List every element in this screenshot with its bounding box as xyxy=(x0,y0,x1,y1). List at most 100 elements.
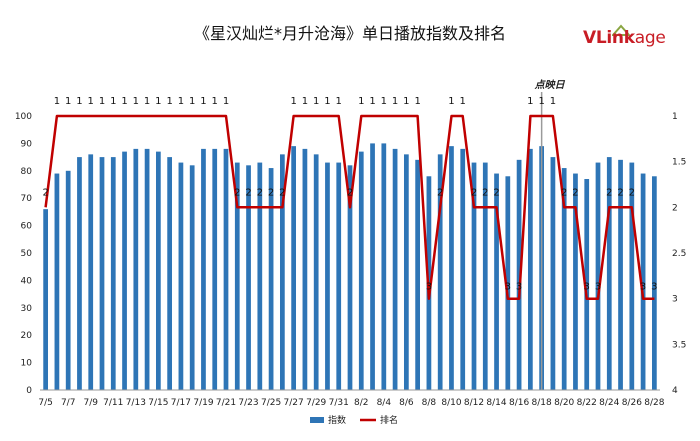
rank-label-8/27: 3 xyxy=(640,282,646,293)
rank-label-7/26: 2 xyxy=(279,187,285,198)
left-tick-label: 40 xyxy=(21,276,33,286)
left-y-axis: 0 10 20 30 40 50 60 70 80 90 100 xyxy=(15,112,32,396)
bar-8/26 xyxy=(629,162,635,390)
rank-label-8/24: 2 xyxy=(606,187,612,198)
bar-7/15 xyxy=(155,151,161,390)
left-tick-label: 0 xyxy=(26,386,32,396)
bar-7/25 xyxy=(268,168,274,390)
rank-label-8/4: 1 xyxy=(381,96,387,107)
bar-7/6 xyxy=(54,173,60,390)
bar-8/10 xyxy=(449,146,454,390)
rank-label-7/13: 1 xyxy=(133,96,139,107)
bar-7/10 xyxy=(99,157,105,390)
bar-7/18 xyxy=(189,165,195,390)
rank-label-7/21: 1 xyxy=(223,96,229,107)
rank-label-7/8: 1 xyxy=(76,96,82,107)
chart-title: 《星汉灿烂*月升沧海》单日播放指数及排名 xyxy=(193,24,506,43)
rank-label-7/31: 1 xyxy=(336,96,342,107)
bar-7/27 xyxy=(291,146,297,390)
rank-label-7/30: 1 xyxy=(324,96,330,107)
left-tick-label: 30 xyxy=(21,304,33,314)
bar-7/13 xyxy=(133,148,139,390)
left-tick-label: 70 xyxy=(21,194,33,204)
rank-label-7/11: 1 xyxy=(110,96,116,107)
premiere-annotation: 点映日 xyxy=(534,79,566,390)
bar-7/5 xyxy=(43,209,49,390)
rank-label-7/19: 1 xyxy=(200,96,206,107)
x-tick-label: 8/8 xyxy=(422,398,437,408)
bar-7/23 xyxy=(246,165,251,390)
left-tick-label: 50 xyxy=(21,249,33,259)
bar-8/2 xyxy=(358,151,364,390)
rank-label-8/22: 3 xyxy=(584,282,590,293)
rank-label-7/22: 2 xyxy=(234,187,240,198)
logo-text-age: age xyxy=(634,28,666,48)
annotation-label: 点映日 xyxy=(534,79,566,91)
bar-8/4 xyxy=(381,143,387,390)
x-tick-label: 7/11 xyxy=(103,398,123,408)
rank-label-7/14: 1 xyxy=(144,96,150,107)
bar-8/22 xyxy=(584,179,590,390)
x-tick-label: 7/15 xyxy=(148,398,168,408)
x-tick-label: 8/2 xyxy=(354,398,368,408)
rank-label-7/15: 1 xyxy=(155,96,161,107)
x-tick-label: 7/7 xyxy=(61,398,75,408)
bar-8/1 xyxy=(347,165,353,390)
x-axis: 7/5 7/7 7/9 7/11 7/13 7/15 7/17 7/19 7/21 7/23 7/2… xyxy=(38,389,665,408)
x-tick-label: 8/28 xyxy=(644,398,664,408)
legend-swatch-index xyxy=(310,417,324,423)
rank-label-7/27: 1 xyxy=(290,96,296,107)
bar-8/6 xyxy=(403,154,409,390)
left-tick-label: 20 xyxy=(21,331,33,341)
logo-text-v: V xyxy=(583,28,596,48)
right-tick-label: 2.5 xyxy=(672,249,686,259)
bar-7/30 xyxy=(325,162,330,390)
bar-8/19 xyxy=(550,157,556,390)
rank-label-7/6: 1 xyxy=(54,96,60,107)
bar-7/12 xyxy=(122,151,127,390)
rank-label-7/29: 1 xyxy=(313,96,319,107)
bar-8/17 xyxy=(527,148,533,390)
bar-8/3 xyxy=(370,143,375,390)
bar-7/26 xyxy=(279,154,285,390)
right-tick-label: 2 xyxy=(672,203,678,213)
bar-series-index xyxy=(43,143,657,390)
bar-8/15 xyxy=(505,176,511,390)
bar-7/19 xyxy=(201,148,206,390)
bar-7/24 xyxy=(257,162,263,390)
rank-label-8/7: 1 xyxy=(414,96,420,107)
bar-8/20 xyxy=(561,168,567,390)
rank-label-8/8: 3 xyxy=(426,282,432,293)
rank-label-7/12: 1 xyxy=(121,96,127,107)
x-tick-label: 8/26 xyxy=(622,398,642,408)
x-tick-label: 7/21 xyxy=(216,398,236,408)
logo-house-icon xyxy=(612,24,630,36)
bar-8/21 xyxy=(573,173,578,390)
x-tick-label: 8/16 xyxy=(509,398,529,408)
rank-label-8/6: 1 xyxy=(403,96,409,107)
bar-7/28 xyxy=(302,148,308,390)
bar-7/29 xyxy=(313,154,319,390)
rank-label-7/17: 1 xyxy=(178,96,184,107)
rank-label-8/11: 1 xyxy=(460,96,466,107)
bar-8/25 xyxy=(618,159,623,390)
left-tick-label: 60 xyxy=(21,222,33,232)
x-tick-label: 7/25 xyxy=(261,398,281,408)
rank-label-7/20: 1 xyxy=(212,96,218,107)
left-tick-label: 80 xyxy=(21,167,33,177)
rank-label-8/19: 1 xyxy=(550,96,556,107)
bar-7/31 xyxy=(336,162,342,390)
bar-7/7 xyxy=(65,170,71,390)
rank-label-7/23: 2 xyxy=(245,187,251,198)
chart-legend: 指数 排名 xyxy=(310,414,398,426)
rank-label-8/1: 2 xyxy=(347,187,353,198)
x-tick-label: 7/19 xyxy=(193,398,213,408)
bar-8/24 xyxy=(606,157,612,390)
x-tick-label: 8/12 xyxy=(464,398,484,408)
x-tick-label: 8/24 xyxy=(599,398,619,408)
rank-label-7/24: 2 xyxy=(257,187,263,198)
x-tick-label: 7/23 xyxy=(238,398,258,408)
rank-label-8/10: 1 xyxy=(448,96,454,107)
bar-7/8 xyxy=(77,157,82,390)
